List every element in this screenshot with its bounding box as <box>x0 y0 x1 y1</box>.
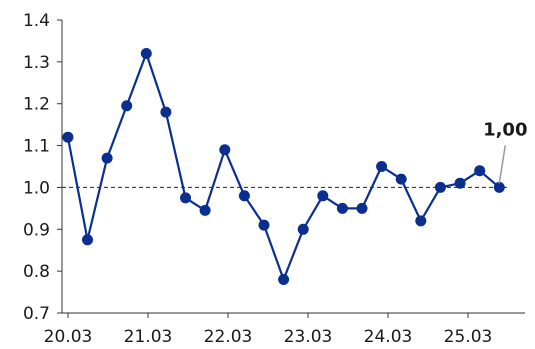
data-point <box>454 177 466 189</box>
annotation-group: 1,00 <box>483 119 527 184</box>
data-point <box>317 190 329 202</box>
data-point <box>238 190 250 202</box>
y-tick-label: 0.9 <box>23 220 50 240</box>
data-point <box>219 144 231 156</box>
data-point <box>140 48 152 59</box>
data-point <box>160 106 172 118</box>
y-tick-label: 1.3 <box>23 53 50 73</box>
data-point <box>376 161 388 172</box>
data-point <box>82 234 93 246</box>
x-tick-label: 22.03 <box>204 327 253 347</box>
data-point <box>434 181 446 193</box>
x-tick-label: 23.03 <box>284 327 333 347</box>
data-point <box>258 219 270 231</box>
data-point <box>62 131 74 143</box>
x-tick-label: 25.03 <box>444 327 493 347</box>
x-tick-label: 20.03 <box>44 327 93 347</box>
y-tick-label: 1.0 <box>23 178 50 198</box>
data-point <box>395 173 407 185</box>
y-tick-label: 0.8 <box>23 262 50 282</box>
data-point <box>180 192 191 204</box>
data-point <box>493 181 505 193</box>
y-tick-label: 0.7 <box>23 304 50 324</box>
data-point <box>356 202 368 214</box>
data-point <box>474 165 486 177</box>
annotation-leader-line <box>498 145 507 184</box>
x-tick-label: 21.03 <box>124 327 173 347</box>
data-point <box>101 152 113 164</box>
series-group <box>62 48 505 285</box>
y-tick-label: 1.1 <box>23 137 50 157</box>
y-tick-label: 1.4 <box>23 11 50 31</box>
x-tick-label: 24.03 <box>364 327 413 347</box>
data-point <box>336 202 348 214</box>
data-point <box>121 100 133 112</box>
series-line <box>66 52 501 281</box>
axes: 0.7 0.8 0.9 1.0 1.1 1.2 1.3 1.4 20.03 21.03 22.03 2… <box>23 11 525 347</box>
data-point <box>415 215 427 227</box>
data-point <box>199 204 211 216</box>
y-tick-label: 1.2 <box>23 95 50 115</box>
data-point <box>297 223 309 235</box>
annotation-label: 1,00 <box>483 119 527 140</box>
data-point <box>278 274 290 285</box>
